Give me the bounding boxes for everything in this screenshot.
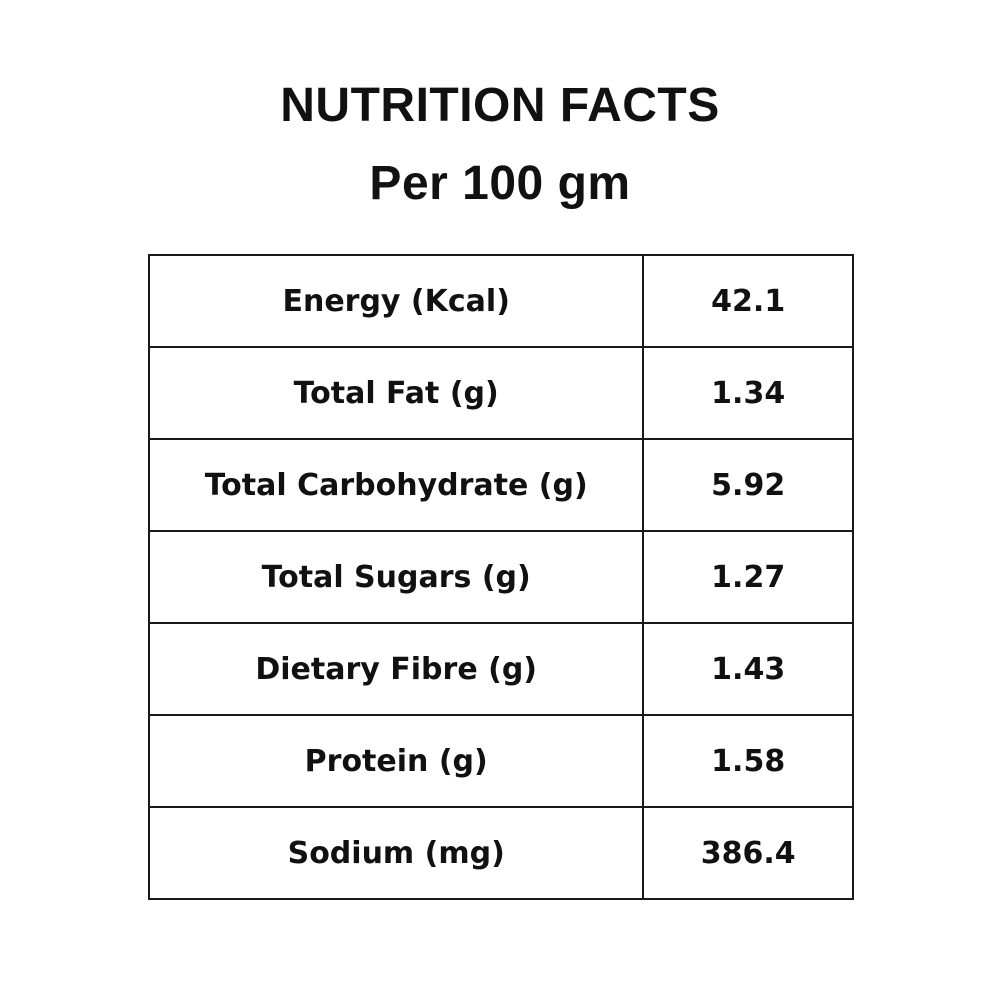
table-row: Total Fat (g) 1.34: [147, 346, 854, 440]
nutrient-value: 5.92: [642, 438, 854, 532]
table-row: Dietary Fibre (g) 1.43: [147, 622, 854, 716]
page-title: NUTRITION FACTS: [280, 79, 720, 132]
nutrient-value: 386.4: [642, 806, 854, 900]
nutrient-name: Total Carbohydrate (g): [147, 438, 645, 532]
table-row: Sodium (mg) 386.4: [147, 806, 854, 900]
nutrient-name: Dietary Fibre (g): [147, 622, 645, 716]
nutrient-name: Total Fat (g): [147, 346, 645, 440]
table-row: Protein (g) 1.58: [147, 714, 854, 808]
nutrient-value: 1.43: [642, 622, 854, 716]
nutrient-name: Protein (g): [147, 714, 645, 808]
nutrition-table: Energy (Kcal) 42.1 Total Fat (g) 1.34 To…: [147, 254, 854, 900]
table-row: Total Sugars (g) 1.27: [147, 530, 854, 624]
table-row: Total Carbohydrate (g) 5.92: [147, 438, 854, 532]
table-row: Energy (Kcal) 42.1: [147, 254, 854, 348]
nutrient-value: 1.58: [642, 714, 854, 808]
nutrient-name: Total Sugars (g): [147, 530, 645, 624]
nutrient-value: 1.34: [642, 346, 854, 440]
nutrient-value: 1.27: [642, 530, 854, 624]
serving-basis: Per 100 gm: [369, 157, 631, 210]
nutrient-name: Energy (Kcal): [147, 254, 645, 348]
nutrient-name: Sodium (mg): [147, 806, 645, 900]
nutrient-value: 42.1: [642, 254, 854, 348]
